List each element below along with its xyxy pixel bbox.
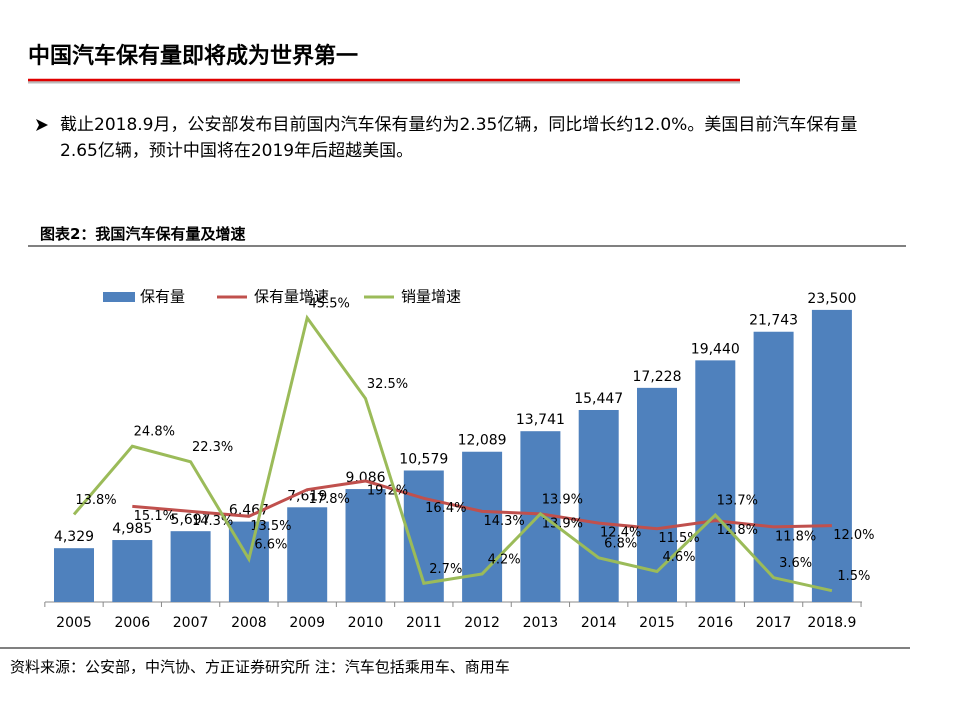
bar [578,409,619,602]
x-tick-label: 2017 [756,615,792,631]
bar [637,387,677,602]
x-tick-label: 2010 [348,615,384,631]
bar-value-label: 13,741 [516,412,565,428]
bar [753,331,794,602]
line-series [132,479,832,531]
line-value-label: 14.3% [483,514,524,529]
line-value-label: 13.5% [250,519,291,534]
bar-value-label: 17,228 [633,369,682,385]
line-value-label: 13.9% [542,492,583,507]
bullet-text: 截止2018.9月，公安部发布目前国内汽车保有量约为2.35亿辆，同比增长约12… [60,115,858,161]
line-value-label: 13.8% [75,493,116,508]
source-note: 资料来源：公安部，中汽协、方正证券研究所 注：汽车包括乘用车、商用车 [10,658,510,676]
line-series [72,314,833,593]
bullet-arrow [36,119,48,131]
legend-label: 销量增速 [401,288,461,306]
line-value-label: 19.2% [367,483,408,498]
bar [287,507,328,602]
legend-label: 保有量 [140,288,185,306]
page-title: 中国汽车保有量即将成为世界第一 [28,44,359,69]
x-tick-label: 2006 [114,615,150,631]
line-value-label: 15.1% [134,509,175,524]
x-tick-label: 2011 [406,615,442,631]
bar [112,540,153,602]
line-value-label: 22.3% [192,440,233,455]
x-tick-label: 2018.9 [807,615,856,631]
bar-value-label: 10,579 [399,452,448,468]
bar [54,548,94,602]
line-value-label: 4.6% [662,550,695,565]
line-value-label: 1.5% [837,569,870,584]
x-tick-label: 2008 [231,615,267,631]
line-value-label: 12.8% [717,523,758,538]
bar-value-label: 23,500 [807,291,856,307]
line-value-label: 6.6% [254,538,287,553]
bar-value-label: 19,440 [691,341,740,357]
bar-value-label: 15,447 [574,391,623,407]
line-value-label: 2.7% [429,562,462,577]
line-value-label: 16.4% [425,501,466,516]
bar-value-label: 7,619 [287,488,327,504]
line-value-label: 6.8% [604,536,637,551]
bar-value-label: 5,697 [171,512,211,528]
bar-value-label: 21,743 [749,313,798,329]
line-value-label: 4.2% [488,552,521,567]
line-value-label: 13.9% [542,516,583,531]
x-tick-label: 2009 [289,615,325,631]
line-value-label: 12.0% [833,528,874,543]
line-value-label: 45.5% [309,296,350,311]
bar [695,360,736,602]
bar-value-label: 4,329 [54,529,94,545]
bar [170,531,211,602]
line-value-label: 24.8% [134,425,175,440]
line-value-label: 3.6% [779,556,812,571]
bar-value-label: 12,089 [458,433,507,449]
figure-title: 图表2：我国汽车保有量及增速 [40,225,246,243]
line-value-label: 13.7% [717,494,758,509]
line-value-label: 11.8% [775,529,816,544]
bar [345,489,386,602]
x-tick-label: 2012 [464,615,500,631]
line-value-label: 11.5% [658,531,699,546]
x-tick-label: 2015 [639,615,675,631]
line-value-label: 12.4% [600,526,641,541]
line-value-label: 32.5% [367,377,408,392]
legend-label: 保有量增速 [254,288,329,306]
x-tick-label: 2014 [581,615,617,631]
x-tick-label: 2016 [697,615,733,631]
legend-swatch [103,292,135,302]
line-value-label: 17.8% [309,492,350,507]
x-tick-label: 2005 [56,615,92,631]
x-tick-label: 2007 [173,615,209,631]
bar [811,309,852,602]
bar-value-label: 4,985 [112,521,152,537]
x-tick-label: 2013 [523,615,559,631]
